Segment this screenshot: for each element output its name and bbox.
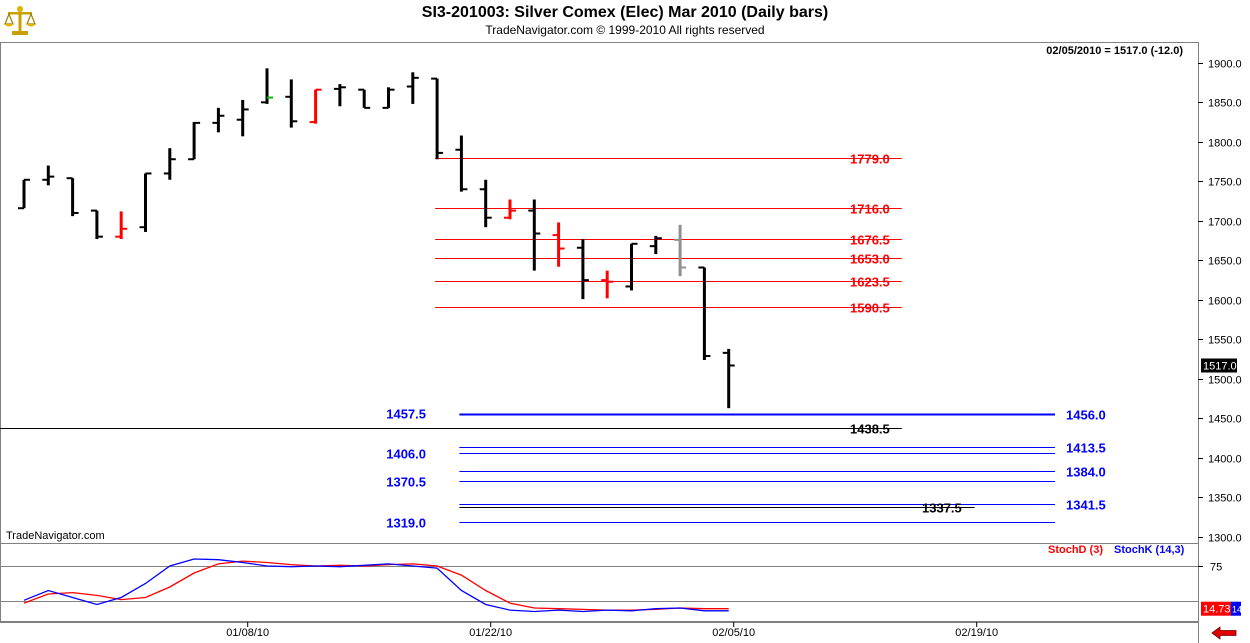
ohlc-bar — [406, 72, 419, 104]
date-axis-label: 02/19/10 — [955, 627, 998, 639]
level-label-9: 1413.5 — [1066, 441, 1106, 456]
ohlc-bar — [479, 179, 492, 228]
price-axis-label: 1300.0 — [1208, 533, 1242, 545]
price-axis-label: 1450.0 — [1208, 414, 1242, 426]
ohlc-bar — [528, 199, 541, 271]
price-panel-frame — [0, 42, 1199, 544]
ohlc-bar — [722, 348, 735, 409]
ohlc-bar — [649, 235, 662, 255]
level-label-10: 1406.0 — [386, 447, 426, 462]
level-label-15: 1319.0 — [386, 516, 426, 531]
last-price-badge — [1201, 358, 1237, 373]
ohlc-bar — [163, 148, 176, 180]
level-label-8: 1438.5 — [850, 422, 890, 437]
stochd-legend: StochD (3) — [1048, 544, 1103, 556]
ohlc-bar — [601, 270, 614, 299]
ohlc-bar — [455, 135, 468, 192]
ohlc-bar — [698, 266, 711, 360]
stoch-axis-label: 75 — [1210, 562, 1222, 574]
level-label-11: 1384.0 — [1066, 465, 1106, 480]
ohlc-bar — [236, 99, 249, 137]
ohlc-bar — [42, 165, 55, 186]
scales-logo-icon — [4, 6, 36, 35]
stochd-line — [23, 560, 729, 611]
ohlc-bar — [358, 88, 371, 109]
level-label-7: 1456.0 — [1066, 408, 1106, 423]
price-axis-label: 1650.0 — [1208, 256, 1242, 268]
level-label-12: 1370.5 — [386, 475, 426, 490]
stochd-value-badge — [1201, 601, 1231, 616]
ohlc-bar — [18, 178, 30, 210]
price-axis-label: 1400.0 — [1208, 454, 1242, 466]
ohlc-bar — [115, 211, 128, 240]
ohlc-bar — [552, 222, 565, 267]
level-label-13: 1341.5 — [1066, 498, 1106, 513]
level-label-4: 1623.5 — [850, 275, 890, 290]
price-axis-label: 1350.0 — [1208, 493, 1242, 505]
ohlc-bar — [188, 121, 201, 161]
ohlc-bar — [285, 79, 298, 128]
last-price-label: 1517.0 — [1203, 361, 1237, 373]
stochd-value-label: 14.73 — [1203, 604, 1231, 616]
chart-watermark: TradeNavigator.com — [6, 530, 105, 542]
ohlc-bar — [139, 172, 152, 232]
stochk-value-badge — [1231, 601, 1241, 616]
ohlc-bar — [431, 77, 444, 160]
price-axis-label: 1900.0 — [1208, 59, 1242, 71]
stochk-line — [23, 558, 729, 613]
ohlc-bar — [66, 177, 79, 217]
level-label-5: 1590.5 — [850, 301, 890, 316]
chart-title: SI3-201003: Silver Comex (Elec) Mar 2010… — [421, 4, 829, 21]
date-axis-label: 01/22/10 — [469, 627, 512, 639]
stochk-legend: StochK (14,3) — [1114, 544, 1185, 556]
stochk-value-label: 14 — [1232, 605, 1242, 615]
chart-copyright: TradeNavigator.com © 1999-2010 All right… — [485, 23, 765, 37]
level-label-14: 1337.5 — [922, 501, 962, 516]
level-label-1: 1716.0 — [850, 202, 890, 217]
level-label-6: 1457.5 — [386, 407, 426, 422]
level-label-3: 1653.0 — [850, 252, 890, 267]
ohlc-bar — [504, 199, 516, 220]
ohlc-bar — [212, 107, 225, 133]
price-axis-label: 1800.0 — [1208, 138, 1242, 150]
ohlc-bar — [674, 224, 687, 277]
price-axis-label: 1600.0 — [1208, 296, 1242, 308]
ohlc-bar — [382, 87, 395, 109]
chart-header: SI3-201003: Silver Comex (Elec) Mar 2010… — [0, 0, 1250, 42]
date-axis-label: 02/05/10 — [712, 627, 755, 639]
price-axis-label: 1850.0 — [1208, 98, 1242, 110]
ohlc-bar — [625, 242, 638, 291]
price-axis-label: 1700.0 — [1208, 217, 1242, 229]
scroll-left-arrow-icon[interactable] — [1210, 626, 1238, 640]
last-bar-info: 02/05/2010 = 1517.0 (-12.0) — [1046, 45, 1183, 57]
ohlc-bar — [261, 68, 273, 104]
price-axis-label: 1500.0 — [1208, 375, 1242, 387]
ohlc-bar — [576, 239, 589, 300]
price-axis-label: 1750.0 — [1208, 177, 1242, 189]
price-axis-label: 1550.0 — [1208, 335, 1242, 347]
level-label-2: 1676.5 — [850, 233, 890, 248]
ohlc-bar — [90, 209, 103, 240]
date-axis-label: 01/08/10 — [226, 627, 269, 639]
level-label-0: 1779.0 — [850, 152, 890, 167]
ohlc-bar — [309, 88, 322, 124]
ohlc-bar — [333, 84, 346, 107]
